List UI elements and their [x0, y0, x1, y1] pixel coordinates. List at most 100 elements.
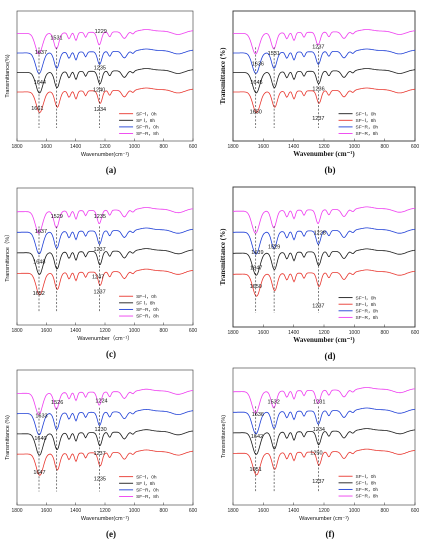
- x-tick-label: 1000: [349, 330, 360, 336]
- x-tick-label: 1400: [288, 144, 299, 150]
- legend-label: SF−R，8h: [136, 131, 159, 137]
- series-line-black: [16, 68, 194, 94]
- peak-label: 1237: [93, 451, 105, 457]
- peak-label: 1529: [51, 214, 63, 220]
- peak-label: 1224: [95, 398, 107, 404]
- peak-label: 1648: [33, 259, 45, 265]
- peak-label: 1652: [33, 291, 45, 297]
- peak-label: 1234: [313, 427, 325, 433]
- x-tick-label: 1400: [288, 330, 299, 336]
- legend-label: SF−R，8h: [136, 314, 159, 320]
- peak-label: 1531: [268, 51, 280, 57]
- x-tick-label: 1000: [349, 144, 360, 150]
- legend-label: SF−R，0h: [136, 125, 159, 131]
- series-line-magenta: [233, 387, 416, 414]
- x-axis-label: Wavenumber (cm⁻¹): [293, 336, 355, 344]
- series-line-magenta: [232, 29, 416, 55]
- legend-label: SF Ⅰ，8h: [136, 118, 155, 124]
- x-tick-label: 1800: [11, 508, 22, 514]
- legend-label: SF−Ⅰ，0h: [136, 111, 157, 117]
- legend-label: SF Ⅰ，8h: [136, 481, 155, 487]
- peak-label: 1236: [312, 86, 324, 92]
- peak-label: 1230: [94, 427, 106, 433]
- peak-label: 1237: [312, 303, 324, 309]
- legend-label: SF−R，8h: [136, 494, 159, 500]
- y-axis-label: Transmittance(%): [5, 54, 11, 97]
- x-tick-label: 600: [411, 330, 420, 336]
- x-tick-label: 1600: [41, 508, 52, 514]
- peak-label: 1237: [93, 289, 105, 295]
- peak-label: 1644: [34, 80, 46, 86]
- x-tick-label: 800: [159, 144, 168, 150]
- series-line-red: [17, 449, 194, 476]
- series-line-black: [17, 248, 194, 275]
- series-line-blue: [233, 227, 416, 255]
- peak-label: 1237: [312, 45, 324, 51]
- peak-label: 1529: [268, 245, 280, 251]
- x-tick-label: 1000: [129, 508, 140, 514]
- peak-label: 1651: [249, 467, 261, 473]
- panel-label: (a): [106, 165, 117, 175]
- x-tick-label: 1800: [11, 328, 22, 334]
- x-tick-label: 800: [159, 328, 168, 334]
- panel-label: (c): [106, 349, 116, 359]
- x-tick-label: 1200: [318, 508, 329, 514]
- x-axis-label: Wavenumber (cm⁻¹): [299, 516, 349, 522]
- x-tick-label: 600: [411, 144, 420, 150]
- x-tick-label: 800: [159, 508, 168, 514]
- peak-label: 1639: [251, 250, 263, 256]
- peak-label: 1661: [31, 106, 43, 112]
- peak-label: 1531: [50, 36, 62, 42]
- peak-label: 1235: [94, 66, 106, 72]
- x-tick-label: 1800: [227, 508, 238, 514]
- x-tick-label: 1400: [70, 508, 81, 514]
- x-tick-label: 600: [189, 508, 198, 514]
- series-line-red: [16, 87, 194, 113]
- x-tick-label: 1200: [318, 330, 329, 336]
- x-tick-label: 600: [189, 328, 198, 334]
- x-tick-label: 1800: [227, 144, 238, 150]
- peak-label: 1650: [250, 284, 262, 290]
- panel-a: 1800 1600 1400 1200 1000 800 600 Wavenumber(cm⁻…: [5, 10, 197, 175]
- legend-label: SF−R，8h: [356, 131, 379, 137]
- series-line-blue: [232, 48, 416, 74]
- legend-label: SF Ⅰ，8h: [136, 301, 155, 307]
- peak-label: 1228: [314, 231, 326, 237]
- x-tick-label: 1000: [129, 328, 140, 334]
- peak-label: 1526: [51, 400, 63, 406]
- x-axis-label: Wavenumber(cm⁻¹): [81, 152, 129, 158]
- panel-d: 1800 1600 1400 1200 1000 800 600 Wavenumber (cm…: [219, 186, 420, 361]
- series-line-red: [232, 87, 416, 113]
- legend-label: SF−Ⅰ，8h: [356, 481, 377, 487]
- peak-label: 1235: [94, 214, 106, 220]
- peak-label: 1637: [35, 229, 47, 235]
- legend-label: SF−R，0h: [356, 125, 379, 131]
- legend-label: SF−Ⅰ，0h: [356, 111, 377, 117]
- x-tick-label: 800: [380, 508, 389, 514]
- x-tick-label: 1200: [318, 144, 329, 150]
- legend-label: SF−R，0h: [136, 307, 159, 313]
- peak-label: 1229: [95, 29, 107, 35]
- series-line-blue: [233, 407, 416, 435]
- legend-label: SF−Ⅰ，0h: [356, 474, 377, 480]
- peak-label: 1650: [250, 110, 262, 116]
- x-tick-label: 1400: [288, 508, 299, 514]
- x-tick-label: 1200: [99, 508, 110, 514]
- panel-label: (e): [106, 529, 116, 539]
- series-line-magenta: [233, 206, 416, 234]
- series-line-red: [233, 269, 416, 297]
- peak-label: 1234: [94, 107, 106, 113]
- peak-label: 1636: [252, 412, 264, 418]
- panel-label: (f): [326, 529, 335, 539]
- x-tick-label: 1000: [129, 144, 140, 150]
- y-axis-label: Transmittance（%）: [4, 231, 11, 282]
- series-line-black: [233, 428, 416, 455]
- legend-label: SF−Ⅰ，0h: [356, 295, 377, 301]
- y-axis-label: Transmittance (%): [219, 47, 227, 104]
- x-tick-label: 1200: [99, 144, 110, 150]
- series-line-black: [17, 429, 194, 456]
- x-tick-label: 1200: [99, 328, 110, 334]
- series-line-magenta: [17, 207, 194, 234]
- series-line-black: [232, 68, 416, 94]
